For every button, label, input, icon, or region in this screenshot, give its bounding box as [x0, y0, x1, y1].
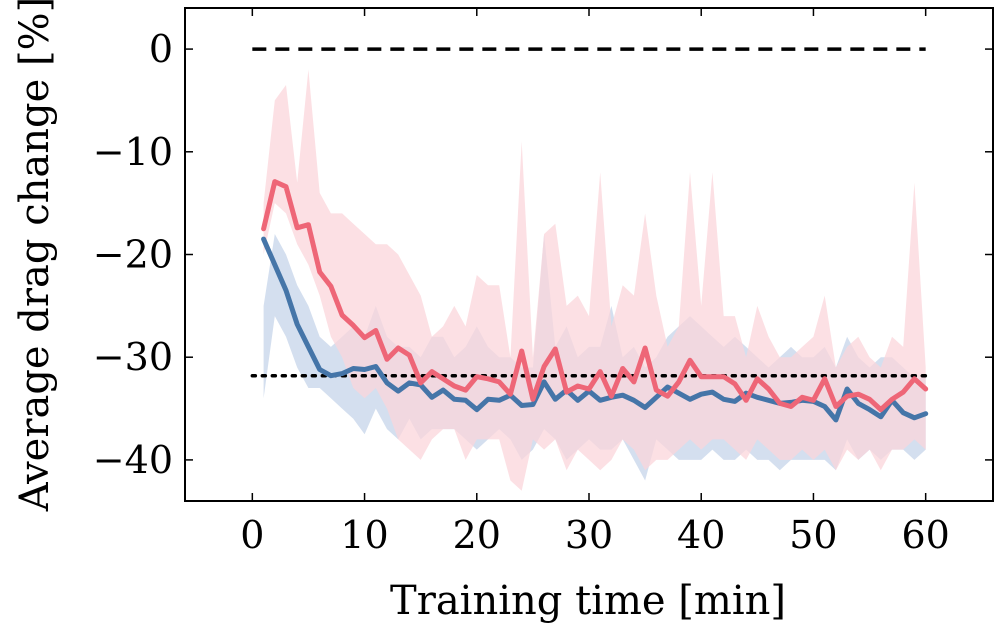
reference-lines — [250, 47, 928, 378]
x-tick-label: 30 — [565, 513, 613, 557]
series-2-line — [261, 179, 929, 413]
y-tick-label: −40 — [93, 438, 173, 482]
confidence-bands — [263, 69, 926, 491]
y-tick-label: −10 — [93, 130, 173, 174]
x-tick-label: 0 — [240, 513, 264, 557]
y-tick-label: 0 — [149, 27, 173, 71]
series-lines — [261, 179, 929, 423]
x-tick-label: 50 — [789, 513, 837, 557]
x-tick-label: 20 — [453, 513, 501, 557]
series-1-line — [261, 236, 929, 423]
x-axis-ticks: 0 10 20 30 40 50 60 — [240, 8, 950, 557]
y-tick-label: −30 — [93, 335, 173, 379]
y-axis-ticks: 0 −10 −20 −30 −40 — [93, 27, 993, 482]
x-axis-label: Training time [min] — [390, 578, 786, 624]
x-tick-label: 10 — [340, 513, 388, 557]
series-2-band — [263, 69, 926, 491]
y-axis-label: Average drag change [%] — [12, 0, 58, 512]
y-tick-label: −20 — [93, 233, 173, 277]
x-tick-label: 40 — [677, 513, 725, 557]
x-tick-label: 60 — [901, 513, 949, 557]
